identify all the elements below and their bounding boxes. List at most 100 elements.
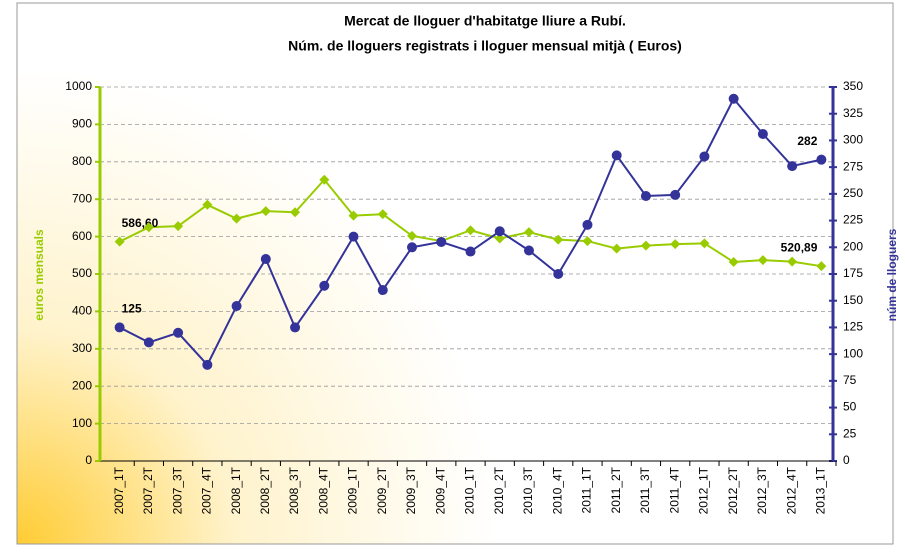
y2-axis-label: núm de lloguers (885, 228, 899, 321)
x-tick-label: 2007_1T (112, 466, 126, 514)
y-tick-label: 1000 (65, 79, 92, 93)
marker (465, 246, 476, 257)
x-tick-label: 2012_3T (755, 466, 769, 514)
y2-tick-label: 75 (843, 373, 857, 387)
y-tick-label: 300 (72, 341, 92, 355)
marker (377, 209, 388, 220)
marker (553, 269, 564, 279)
y2-tick-label: 200 (843, 239, 863, 253)
x-tick-label: 2010_1T (463, 466, 477, 514)
marker (728, 257, 739, 268)
marker (407, 242, 418, 253)
y2-tick-label: 175 (843, 266, 863, 280)
y-tick-label: 400 (72, 304, 92, 318)
x-tick-label: 2008_1T (229, 466, 243, 514)
x-tick-label: 2013_1T (814, 466, 828, 514)
y2-tick-label: 250 (843, 186, 863, 200)
marker (787, 161, 798, 172)
marker (114, 236, 125, 247)
x-tick-label: 2009_4T (433, 466, 447, 514)
marker (787, 256, 798, 267)
x-tick-label: 2010_2T (492, 466, 506, 514)
y2-tick-label: 225 (843, 213, 863, 227)
marker (611, 243, 622, 254)
marker (202, 359, 213, 370)
x-tick-label: 2011_3T (638, 466, 652, 513)
data-label: 520,89 (781, 240, 818, 254)
marker (231, 301, 242, 312)
marker (290, 207, 301, 218)
x-tick-label: 2009_2T (375, 466, 389, 514)
y-tick-label: 100 (72, 416, 92, 430)
marker (640, 190, 651, 201)
marker (114, 322, 125, 333)
marker (494, 233, 505, 244)
y-tick-label: 900 (72, 117, 92, 131)
x-tick-label: 2011_4T (667, 466, 681, 513)
marker (377, 285, 388, 296)
y2-tick-label: 275 (843, 159, 863, 173)
marker (143, 222, 154, 233)
chart-title: Mercat de lloguer d'habitatge lliure a R… (344, 13, 626, 29)
x-tick-label: 2007_4T (200, 466, 214, 514)
x-tick-label: 2011_2T (609, 466, 623, 513)
marker (260, 206, 271, 217)
x-tick-label: 2010_4T (550, 466, 564, 514)
x-tick-label: 2012_1T (697, 466, 711, 514)
marker (816, 261, 827, 272)
y2-tick-label: 125 (843, 320, 863, 334)
marker (319, 174, 330, 185)
y-tick-label: 200 (72, 378, 92, 392)
y2-tick-label: 300 (843, 133, 863, 147)
y2-tick-label: 350 (843, 79, 863, 93)
y2-tick-label: 325 (843, 106, 863, 120)
marker (260, 254, 271, 265)
marker (494, 226, 505, 237)
marker (523, 227, 534, 238)
x-tick-label: 2007_2T (141, 466, 155, 514)
marker (348, 210, 359, 221)
y-tick-label: 500 (72, 266, 92, 280)
marker (699, 238, 710, 249)
marker (757, 255, 768, 266)
marker (670, 189, 681, 200)
marker (670, 239, 681, 250)
marker (553, 234, 564, 245)
marker (757, 129, 768, 140)
y-tick-label: 800 (72, 154, 92, 168)
data-label: 282 (797, 134, 817, 148)
marker (640, 240, 651, 251)
marker (348, 231, 359, 242)
chart-background (16, 2, 894, 545)
marker (143, 337, 154, 348)
chart-subtitle: Núm. de lloguers registrats i lloguer me… (288, 38, 682, 54)
y2-tick-label: 25 (843, 426, 857, 440)
marker (173, 221, 184, 232)
x-tick-label: 2010_3T (521, 466, 535, 514)
x-tick-label: 2011_1T (580, 466, 594, 513)
marker (407, 230, 418, 241)
marker (202, 199, 213, 210)
marker (611, 150, 622, 161)
marker (523, 245, 534, 256)
data-label: 125 (122, 302, 142, 316)
x-tick-label: 2007_3T (170, 466, 184, 514)
marker (319, 280, 330, 291)
x-tick-label: 2008_4T (316, 466, 330, 514)
y2-tick-label: 100 (843, 346, 863, 360)
x-tick-label: 2009_1T (346, 466, 360, 514)
x-tick-label: 2012_2T (726, 466, 740, 514)
y-tick-label: 700 (72, 191, 92, 205)
marker (173, 327, 184, 338)
x-tick-label: 2008_2T (258, 466, 272, 514)
y2-tick-label: 0 (843, 453, 850, 467)
x-tick-label: 2009_3T (404, 466, 418, 514)
marker (436, 236, 447, 247)
marker (582, 236, 593, 247)
y-axis-label: euros mensuals (32, 229, 46, 321)
x-tick-label: 2012_4T (784, 466, 798, 514)
y-tick-label: 600 (72, 229, 92, 243)
x-tick-label: 2008_3T (287, 466, 301, 514)
marker (290, 322, 301, 333)
